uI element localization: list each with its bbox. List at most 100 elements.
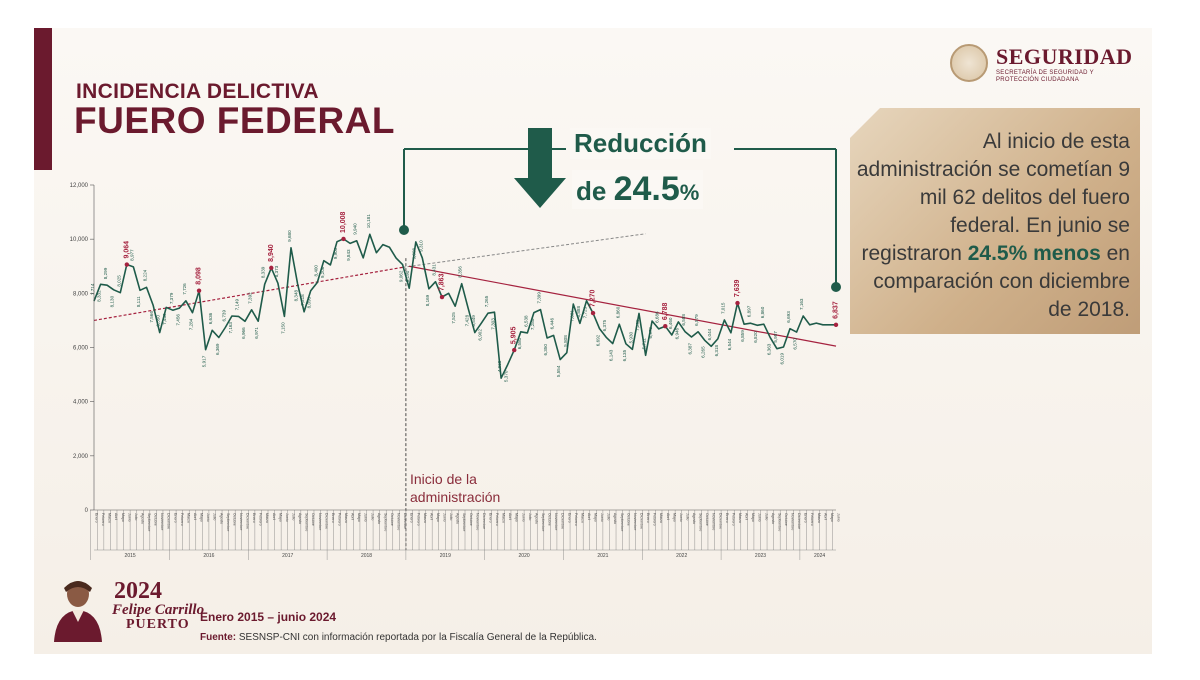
x-tick-label: Septiembre <box>226 513 230 531</box>
x-tick-label: Junio <box>521 513 525 522</box>
x-tick-label: Agosto <box>771 513 775 524</box>
point-label: 9,062 <box>399 270 404 282</box>
point-label: 7,288 <box>530 318 535 330</box>
x-tick-label: Junio <box>758 513 762 522</box>
highlight-label: 7,270 <box>590 289 597 307</box>
point-label: 5,808 <box>563 335 568 347</box>
point-label: 6,446 <box>550 317 555 329</box>
point-label: 7,480 <box>162 313 167 325</box>
x-tick-label: Julio <box>685 513 689 520</box>
x-tick-label: Octubre <box>469 513 473 526</box>
x-tick-label: Julio <box>607 513 611 520</box>
point-label: 6,897 <box>747 305 752 317</box>
y-tick-label: 2,000 <box>73 454 89 460</box>
source-text: SESNSP-CNI con información reportada por… <box>236 632 597 643</box>
x-tick-label: Noviembre <box>554 513 558 530</box>
point-label: 6,636 <box>208 312 213 324</box>
point-label: 7,714 <box>90 283 95 295</box>
point-label: 9,310 <box>418 240 423 252</box>
point-label: 6,135 <box>622 349 627 361</box>
trend-line-projection <box>402 233 646 268</box>
y-tick-label: 6,000 <box>73 346 89 352</box>
x-tick-label: Octubre <box>784 513 788 526</box>
reduction-percent: % <box>679 180 700 205</box>
title-small: INCIDENCIA DELICTIVA <box>76 80 319 103</box>
point-label: 6,902 <box>477 329 482 341</box>
point-label: 8,339 <box>261 266 266 278</box>
point-label: 6,739 <box>221 310 226 322</box>
x-tick-label: Diciembre <box>482 513 486 529</box>
x-tick-label: Septiembre <box>777 513 781 531</box>
point-label: 9,206 <box>320 266 325 278</box>
point-label: 8,190 <box>405 270 410 282</box>
point-label: 8,431 <box>431 264 436 276</box>
y-tick-label: 12,000 <box>70 183 89 189</box>
point-label: 6,369 <box>215 343 220 355</box>
point-label: 6,693 <box>786 311 791 323</box>
x-tick-label: Abril <box>429 513 433 520</box>
info-box <box>850 108 1140 334</box>
point-label: 7,163 <box>228 322 233 334</box>
admin-start-line2: administración <box>410 489 501 505</box>
highlight-label: 6,837 <box>833 301 840 319</box>
highlight-label: 9,064 <box>123 241 130 259</box>
y-tick-label: 10,000 <box>70 237 89 243</box>
x-tick-label: Junio <box>679 513 683 522</box>
x-tick-label: Abril <box>508 513 512 520</box>
x-tick-label: Abril <box>114 513 118 520</box>
point-label: 6,579 <box>694 314 699 326</box>
point-label: 8,332 <box>97 290 102 302</box>
point-label: 6,538 <box>523 315 528 327</box>
x-tick-label: Mayo <box>751 513 755 522</box>
x-tick-label: Julio <box>134 513 138 520</box>
point-label: 5,957 <box>773 331 778 343</box>
point-label: 5,554 <box>556 365 561 377</box>
x-tick-label: Junio <box>364 513 368 522</box>
year-label: 2023 <box>755 553 766 559</box>
title-big: FUERO FEDERAL <box>74 100 395 141</box>
point-label: 7,318 <box>300 294 305 306</box>
x-tick-label: Diciembre <box>640 513 644 529</box>
x-tick-label: Enero <box>725 513 729 523</box>
point-label: 6,387 <box>688 343 693 355</box>
point-label: 8,093 <box>307 296 312 308</box>
x-tick-label: Diciembre <box>797 513 801 529</box>
point-label: 9,905 <box>333 247 338 259</box>
highlight-point <box>439 294 445 300</box>
x-tick-label: Noviembre <box>160 513 164 530</box>
x-tick-label: Septiembre <box>147 513 151 531</box>
bracket-dot-end <box>831 282 841 292</box>
x-tick-label: Abril <box>666 513 670 520</box>
x-tick-label: Mayo <box>515 513 519 522</box>
x-tick-label: Abril <box>587 513 591 520</box>
year-label: 2018 <box>361 553 372 559</box>
year-label: 2015 <box>125 553 136 559</box>
source-label: Fuente: <box>200 632 237 643</box>
footer-city: PUERTO <box>126 617 190 632</box>
point-label: 6,971 <box>254 327 259 339</box>
x-tick-label: Julio <box>528 513 532 520</box>
portrait-icon <box>54 581 102 642</box>
source-note: Fuente: SESNSP-CNI con información repor… <box>200 632 597 643</box>
seguridad-logo: SEGURIDAD SECRETARÍA DE SEGURIDAD Y PROT… <box>950 44 1150 88</box>
x-tick-label: Junio <box>127 513 131 522</box>
x-tick-label: Marzo <box>817 513 821 523</box>
point-label: 8,400 <box>313 265 318 277</box>
x-tick-label: Febrero <box>653 513 657 526</box>
x-tick-label: Septiembre <box>462 513 466 531</box>
point-label: 9,940 <box>353 223 358 235</box>
x-tick-label: Diciembre <box>167 513 171 529</box>
period-label: Enero 2015 – junio 2024 <box>200 610 337 624</box>
point-label: 8,130 <box>110 295 115 307</box>
x-tick-label: Diciembre <box>403 513 407 529</box>
point-label: 7,015 <box>720 302 725 314</box>
x-tick-label: Julio <box>449 513 453 520</box>
x-tick-label: Abril <box>823 513 827 520</box>
x-tick-label: Enero <box>488 513 492 523</box>
x-tick-label: Marzo <box>186 513 190 523</box>
logo-name: SEGURIDAD <box>996 44 1133 69</box>
x-tick-label: Junio <box>600 513 604 522</box>
x-tick-label: Febrero <box>495 513 499 526</box>
y-tick-label: 0 <box>85 508 89 514</box>
